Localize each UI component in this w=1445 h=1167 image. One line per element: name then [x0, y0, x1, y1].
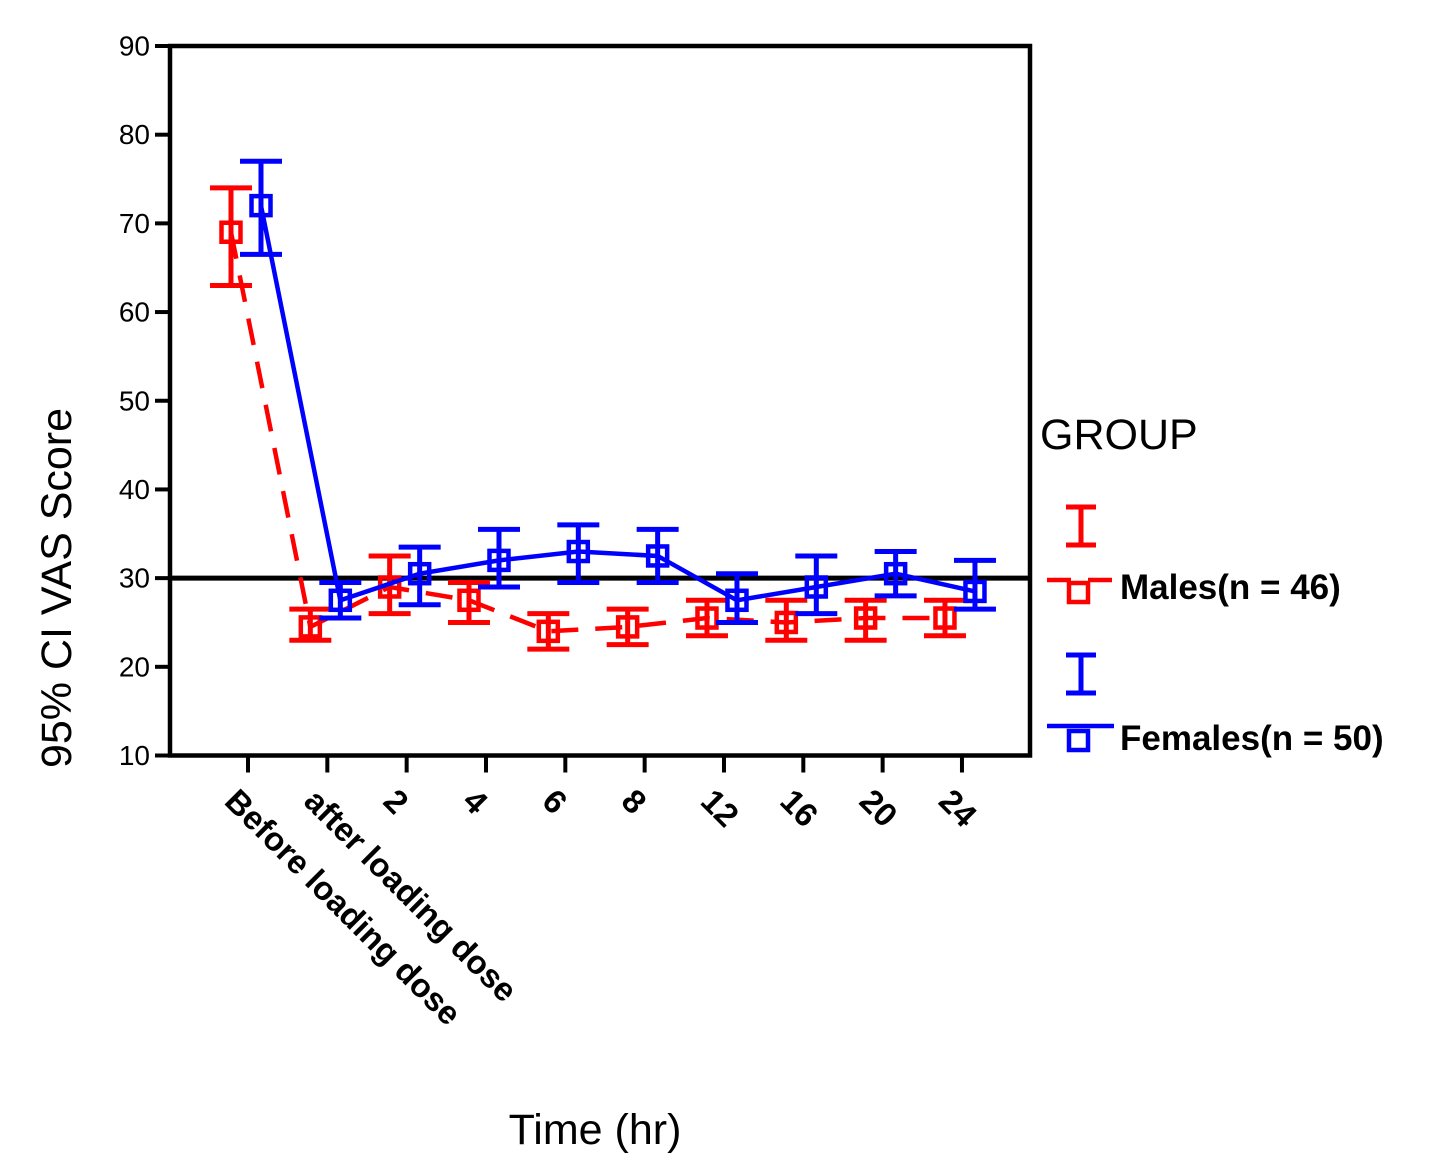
- females-error-bar: [636, 526, 679, 586]
- y-tick-label: 20: [119, 651, 150, 682]
- y-tick-label: 30: [119, 563, 150, 594]
- females-error-bar: [398, 544, 441, 608]
- y-tick-label: 90: [119, 31, 150, 62]
- females-line: [258, 205, 976, 604]
- males-error-bar: [844, 597, 887, 643]
- y-tick-label: 40: [119, 474, 150, 505]
- x-tick-label: 6: [535, 782, 574, 821]
- females-marker: [645, 544, 670, 568]
- females-error-bar: [319, 580, 362, 621]
- females-marker: [407, 561, 432, 586]
- females-marker: [328, 588, 353, 613]
- females-marker: [487, 548, 511, 573]
- series-females: [240, 158, 996, 625]
- females-error-bar: [557, 522, 600, 586]
- y-tick-label: 50: [119, 385, 150, 416]
- legend-errorbar-icon-males: [1066, 504, 1096, 548]
- males-marker: [457, 588, 481, 613]
- females-marker: [566, 539, 591, 564]
- females-error-bar: [953, 557, 996, 612]
- y-tick-label: 10: [119, 740, 150, 771]
- x-tick-label: 16: [773, 782, 825, 834]
- x-tick-label: 12: [694, 782, 746, 834]
- legend-marker-males: [1066, 580, 1091, 605]
- legend-title: GROUP: [1040, 411, 1198, 459]
- x-tick-label: 8: [615, 782, 654, 821]
- x-axis-title: Time (hr): [508, 1106, 682, 1154]
- males-error-bar: [606, 606, 649, 648]
- males-marker: [853, 606, 878, 630]
- x-tick-label: 24: [932, 782, 985, 835]
- males-error-bar: [289, 606, 332, 643]
- legend-label-females: Females(n = 50): [1120, 719, 1384, 758]
- females-marker: [804, 575, 829, 599]
- males-marker: [933, 606, 957, 630]
- legend-label-males: Males(n = 46): [1120, 568, 1341, 607]
- males-error-bar: [447, 580, 490, 625]
- females-error-bar: [477, 526, 520, 590]
- y-tick-label: 60: [119, 297, 150, 328]
- males-error-bar: [765, 597, 808, 643]
- females-marker: [883, 561, 908, 586]
- males-marker: [298, 615, 323, 639]
- x-tick-label: 20: [853, 782, 905, 834]
- males-marker: [219, 220, 243, 244]
- males-error-bar: [527, 611, 570, 652]
- males-marker: [695, 606, 719, 630]
- y-axis-title: 95% CI VAS Score: [33, 407, 81, 769]
- females-marker: [725, 588, 749, 613]
- males-error-bar: [923, 597, 966, 639]
- x-tick-label: 4: [456, 782, 496, 822]
- males-error-bar: [685, 597, 728, 639]
- females-error-bar: [715, 571, 758, 625]
- males-error-bar: [210, 185, 252, 288]
- y-tick-label: 70: [119, 208, 150, 239]
- females-error-bar: [795, 553, 838, 617]
- legend: [1047, 504, 1114, 753]
- males-marker: [536, 619, 561, 644]
- females-marker: [249, 193, 273, 218]
- males-marker: [774, 610, 799, 635]
- males-marker: [615, 615, 640, 639]
- x-tick-label: 2: [377, 782, 416, 821]
- legend-errorbar-icon-females: [1066, 652, 1096, 696]
- females-error-bar: [240, 158, 282, 257]
- females-error-bar: [874, 549, 917, 599]
- females-marker: [963, 579, 987, 604]
- y-tick-label: 80: [119, 119, 150, 150]
- legend-marker-females: [1066, 728, 1091, 753]
